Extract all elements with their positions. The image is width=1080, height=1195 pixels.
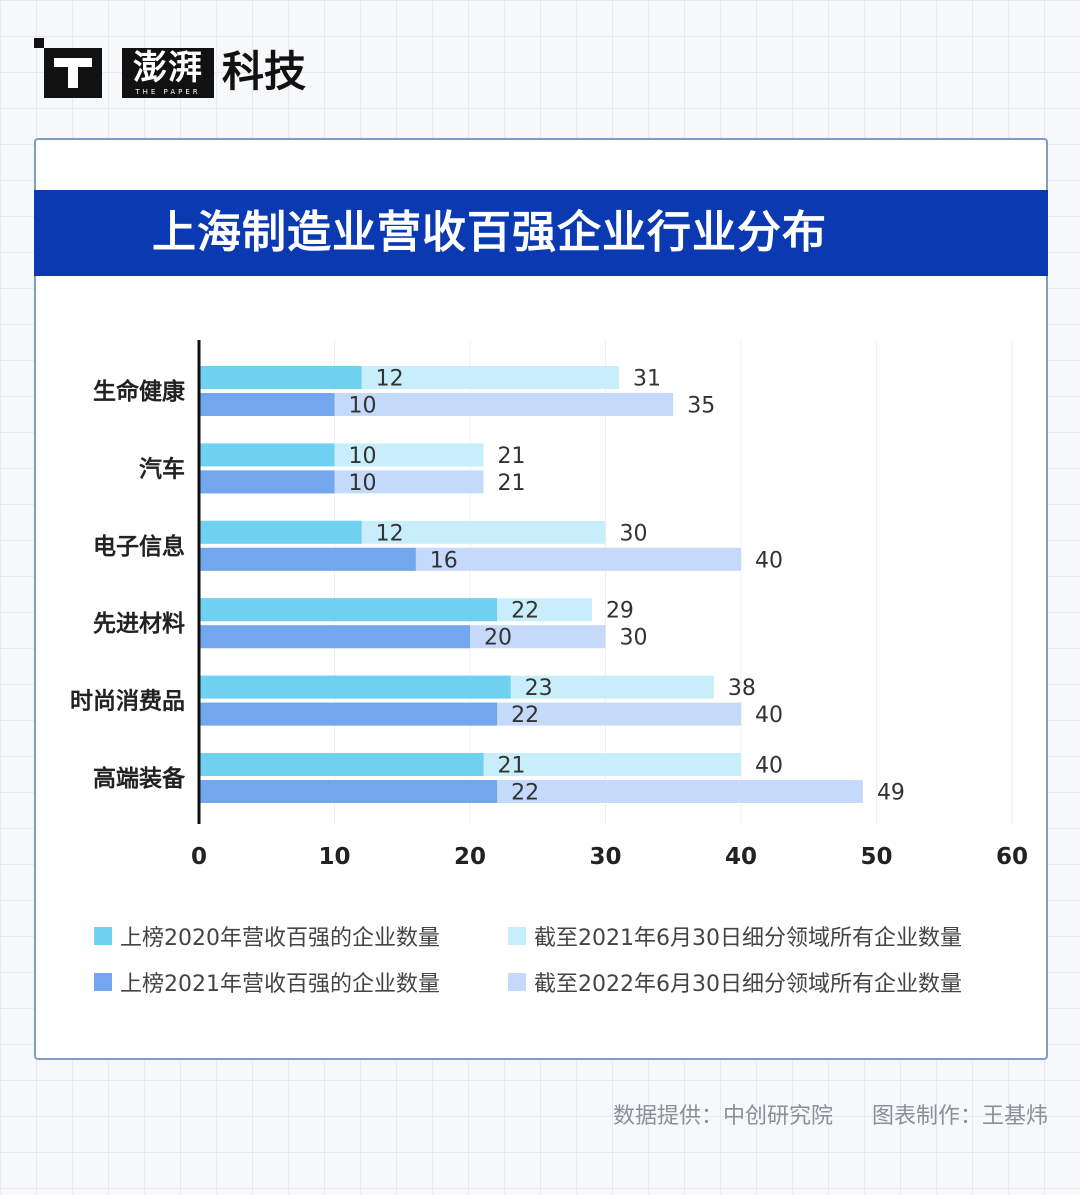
data-label-total-2022: 40 (755, 548, 783, 573)
title-banner: 上海制造业营收百强企业行业分布 (34, 190, 1048, 276)
data-label-top100-2021: 20 (484, 626, 512, 651)
bar-top100-2021 (199, 780, 498, 803)
data-label-top100-2020: 12 (376, 367, 404, 392)
legend-label: 截至2021年6月30日细分领域所有企业数量 (534, 926, 962, 951)
logo-square-mark (34, 38, 44, 48)
logo-t-mark (44, 48, 102, 98)
category-label: 高端装备 (93, 765, 186, 792)
bar-top100-2021 (199, 470, 335, 494)
chart-maker: 图表制作：王基炜 (871, 1104, 1048, 1129)
data-label-total-2021: 29 (606, 599, 634, 624)
category-label: 生命健康 (93, 378, 186, 405)
brand-logo: 澎湃 THE PAPER 科技 (34, 38, 334, 102)
bar-top100-2020 (199, 675, 511, 699)
section-name: 科技 (222, 47, 307, 96)
data-label-top100-2021: 10 (349, 471, 377, 496)
legend-item-2022-all: 截至2022年6月30日细分领域所有企业数量 (508, 966, 962, 998)
x-tick-label: 60 (996, 844, 1028, 870)
data-label-top100-2021: 16 (430, 548, 458, 573)
bar-top100-2021 (199, 625, 470, 649)
legend-item-2020-top100: 上榜2020年营收百强的企业数量 (94, 920, 440, 952)
bar-top100-2021 (199, 393, 335, 416)
brand-subtitle: THE PAPER (135, 88, 201, 96)
data-label-total-2022: 40 (755, 703, 783, 728)
data-label-top100-2020: 23 (525, 676, 553, 701)
bar-top100-2021 (199, 547, 416, 571)
data-label-top100-2020: 21 (498, 754, 526, 779)
category-label: 时尚消费品 (70, 689, 185, 715)
data-label-total-2021: 21 (498, 444, 526, 469)
data-label-total-2022: 30 (620, 626, 648, 651)
legend-label: 截至2022年6月30日细分领域所有企业数量 (534, 972, 962, 997)
x-tick-label: 30 (589, 844, 621, 870)
data-label-top100-2020: 12 (376, 521, 404, 546)
legend-swatch (508, 973, 526, 991)
x-tick-label: 50 (860, 844, 892, 870)
x-tick-label: 20 (454, 844, 486, 870)
category-label: 电子信息 (93, 533, 185, 560)
data-label-total-2021: 30 (620, 521, 648, 546)
chart-title: 上海制造业营收百强企业行业分布 (152, 207, 827, 258)
bar-top100-2020 (199, 520, 362, 544)
data-label-total-2022: 21 (498, 471, 526, 496)
bar-top100-2021 (199, 702, 498, 726)
legend-swatch (94, 973, 112, 991)
x-tick-label: 10 (318, 844, 350, 870)
data-label-total-2021: 31 (633, 367, 661, 392)
data-label-top100-2020: 22 (511, 599, 539, 624)
category-label: 汽车 (139, 455, 185, 482)
data-label-total-2022: 35 (687, 394, 715, 419)
brand-name-block: 澎湃 THE PAPER (122, 48, 214, 98)
data-label-top100-2020: 10 (349, 444, 377, 469)
brand-name: 澎湃 (133, 48, 203, 88)
bar-top100-2020 (199, 753, 484, 776)
data-label-top100-2021: 22 (511, 703, 539, 728)
data-label-total-2021: 40 (755, 754, 783, 779)
legend-item-2021-all: 截至2021年6月30日细分领域所有企业数量 (508, 920, 962, 952)
x-tick-label: 0 (191, 844, 207, 870)
data-provider: 数据提供：中创研究院 (612, 1104, 833, 1129)
bar-chart: 12 31 10 35 生命健康 10 21 10 21 汽车 12 30 16 40 电子信息 22 29 20… (70, 340, 1028, 870)
category-label: 先进材料 (93, 611, 185, 637)
bar-top100-2020 (199, 366, 362, 389)
legend-label: 上榜2021年营收百强的企业数量 (120, 972, 440, 997)
legend-swatch (94, 927, 112, 945)
source-credits: 数据提供：中创研究院 图表制作：王基炜 (613, 1098, 1048, 1130)
bar-top100-2020 (199, 598, 498, 622)
legend-label: 上榜2020年营收百强的企业数量 (120, 926, 440, 951)
t-letter-icon (54, 58, 92, 88)
data-label-total-2021: 38 (728, 676, 756, 701)
bar-top100-2020 (199, 443, 335, 467)
data-label-top100-2021: 22 (511, 781, 539, 806)
data-label-total-2022: 49 (877, 781, 905, 806)
x-tick-label: 40 (725, 844, 757, 870)
legend-item-2021-top100: 上榜2021年营收百强的企业数量 (94, 966, 440, 998)
data-label-top100-2021: 10 (349, 394, 377, 419)
legend-swatch (508, 927, 526, 945)
